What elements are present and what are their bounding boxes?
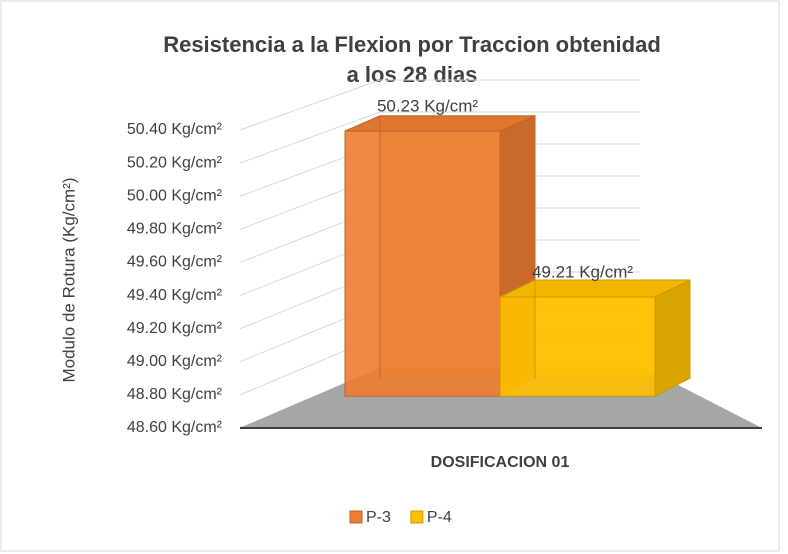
y-tick-label: 48.60 Kg/cm² [127, 419, 223, 436]
y-tick-label: 49.20 Kg/cm² [127, 320, 223, 337]
grid-line [239, 79, 381, 131]
y-tick-label: 49.00 Kg/cm² [127, 353, 223, 370]
y-axis-title: Modulo de Rotura (Kg/cm²) [59, 177, 78, 382]
bar-edge [499, 279, 536, 298]
bar-edge [344, 115, 381, 132]
legend-label: P-4 [427, 509, 452, 526]
y-tick-label: 50.20 Kg/cm² [127, 154, 223, 171]
data-label: 50.23 Kg/cm² [377, 97, 478, 116]
y-tick-label: 49.60 Kg/cm² [127, 254, 223, 271]
y-tick-label: 50.00 Kg/cm² [127, 187, 223, 204]
bar [499, 296, 656, 397]
chart-title: Resistencia a la Flexion por Traccion ob… [163, 32, 661, 57]
chart-title: a los 28 dias [347, 62, 478, 87]
y-tick-label: 48.80 Kg/cm² [127, 386, 223, 403]
grid-line [239, 111, 381, 164]
legend-swatch [349, 510, 363, 524]
legend-label: P-3 [366, 509, 391, 526]
y-tick-label: 50.40 Kg/cm² [127, 121, 223, 138]
legend-swatch [410, 510, 424, 524]
bar-side [654, 279, 691, 398]
y-tick-label: 49.80 Kg/cm² [127, 221, 223, 238]
x-tick-label: DOSIFICACION 01 [431, 454, 570, 471]
bar [344, 130, 501, 397]
y-tick-label: 49.40 Kg/cm² [127, 287, 223, 304]
data-label: 49.21 Kg/cm² [532, 262, 633, 281]
